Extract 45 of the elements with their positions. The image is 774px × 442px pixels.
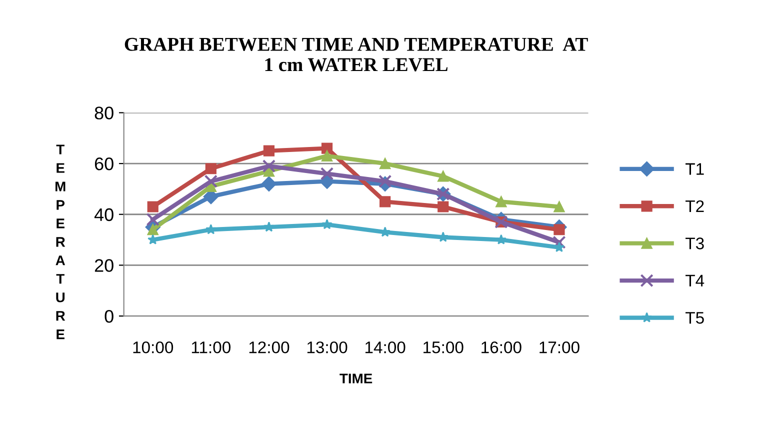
point [320,167,334,180]
point [263,145,275,156]
point [261,176,277,192]
point [378,174,392,188]
point [438,201,449,212]
x-axis-title: TIME [340,374,372,384]
legend-label: T1 [686,163,704,175]
point [322,218,332,230]
point [380,196,391,208]
point [264,222,274,232]
point [380,158,391,170]
x-tick-label: 10:00 [133,341,174,354]
y-tick-label: 80 [94,106,114,120]
x-tick-label: 17:00 [540,341,580,354]
point [321,142,333,154]
point [147,224,158,236]
point [146,212,160,226]
legend-label: T3 [686,238,704,250]
x-tick-label: 12:00 [249,341,290,354]
y-tick-label: 20 [94,259,114,272]
point [147,201,158,212]
point [321,150,333,162]
x-tick-label: 14:00 [365,341,406,354]
x-tick-label: 15:00 [424,341,464,354]
point [496,234,506,244]
x-tick-label: 11:00 [192,341,231,354]
point [262,159,276,173]
legend-label: T4 [686,274,704,286]
point [554,201,565,212]
x-tick-label: 16:00 [482,341,522,354]
legend-label: T2 [686,200,704,212]
point [204,174,218,188]
point [206,224,216,234]
y-tick-label: 60 [94,157,114,170]
x-tick-label: 13:00 [307,341,348,354]
text: TEMPERATURE [56,144,66,340]
point [496,196,507,208]
chart-title: GRAPH BETWEEN TIME AND TEMPERATURE AT 1 cm WATER LEVEL [124,38,588,72]
y-tick-label: 40 [94,208,114,222]
point [205,163,216,174]
point [552,236,566,249]
point [554,224,565,236]
point [438,170,449,182]
y-tick-label: 0 [104,310,114,323]
legend-label: T5 [686,312,704,324]
